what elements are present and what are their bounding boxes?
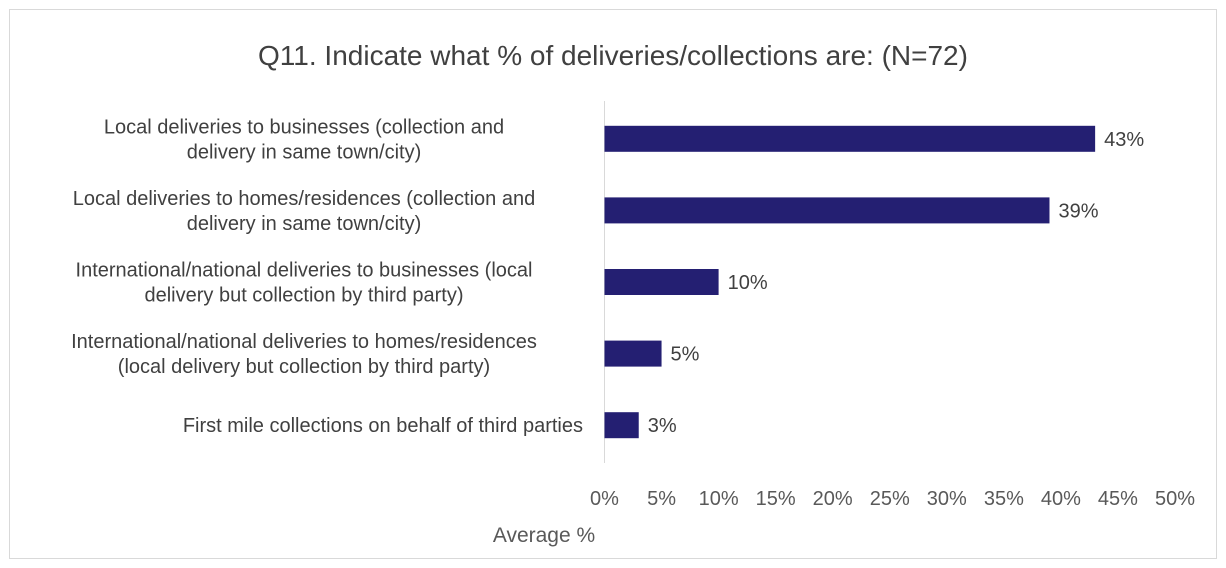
category-label-1-line-2: delivery in same town/city) <box>187 141 422 163</box>
bar-2 <box>604 197 1050 224</box>
chart-title: Q11. Indicate what % of deliveries/colle… <box>258 40 968 71</box>
data-label-2: 39% <box>1058 200 1098 222</box>
x-axis-tick-labels: 0% 5% 10% 15% 20% 25% 30% 35% 40% 45% 50% <box>590 488 1195 510</box>
data-label-5: 3% <box>648 415 677 437</box>
data-label-3: 10% <box>728 272 768 294</box>
x-tick-label-5: 25% <box>870 488 910 510</box>
x-tick-label-6: 30% <box>927 488 967 510</box>
x-tick-label-9: 45% <box>1098 488 1138 510</box>
x-tick-label-2: 10% <box>699 488 739 510</box>
category-label-3-line-1: International/national deliveries to bus… <box>76 260 533 282</box>
x-axis-title: Average % <box>493 524 595 547</box>
x-tick-label-7: 35% <box>984 488 1024 510</box>
x-tick-label-8: 40% <box>1041 488 1081 510</box>
x-tick-label-1: 5% <box>647 488 676 510</box>
data-label-4: 5% <box>671 344 700 366</box>
category-label-2-line-2: delivery in same town/city) <box>187 213 422 235</box>
category-label-3-line-2: delivery but collection by third party) <box>144 285 463 307</box>
x-tick-label-3: 15% <box>756 488 796 510</box>
category-label-5-line-1: First mile collections on behalf of thir… <box>183 415 583 437</box>
category-label-2-line-1: Local deliveries to homes/residences (co… <box>73 188 535 210</box>
bar-4 <box>604 340 662 367</box>
x-tick-label-0: 0% <box>590 488 619 510</box>
data-labels: 43% 39% 10% 5% 3% <box>648 129 1145 437</box>
bar-1 <box>604 125 1096 152</box>
x-tick-label-10: 50% <box>1155 488 1195 510</box>
bar-3 <box>604 269 719 295</box>
bar-5 <box>604 412 639 439</box>
category-labels: Local deliveries to businesses (collecti… <box>71 116 583 437</box>
data-label-1: 43% <box>1104 129 1144 151</box>
bars-group <box>604 125 1096 439</box>
category-label-4-line-2: (local delivery but collection by third … <box>118 356 490 378</box>
category-label-4-line-1: International/national deliveries to hom… <box>71 331 537 353</box>
category-label-1-line-1: Local deliveries to businesses (collecti… <box>104 116 504 138</box>
x-tick-label-4: 20% <box>813 488 853 510</box>
